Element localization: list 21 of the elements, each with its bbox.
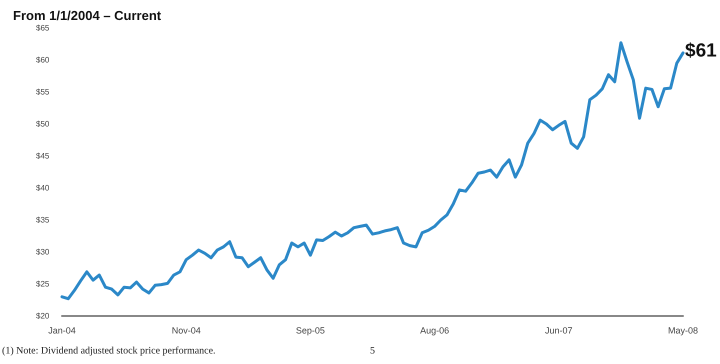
line-series bbox=[60, 41, 684, 300]
chart-title: From 1/1/2004 – Current bbox=[13, 8, 162, 23]
annotation: $61 bbox=[685, 40, 718, 62]
y-tick-label: $55 bbox=[36, 88, 50, 96]
y-tick-label: $30 bbox=[36, 248, 50, 256]
y-tick-label: $60 bbox=[36, 56, 50, 64]
y-tick-label: $35 bbox=[36, 216, 50, 224]
x-tick-label: Jun-07 bbox=[545, 326, 573, 336]
y-tick-label: $45 bbox=[36, 152, 50, 160]
y-tick-label: $20 bbox=[36, 312, 50, 320]
y-tick-label: $65 bbox=[36, 24, 50, 32]
text: 5 bbox=[370, 346, 375, 356]
y-tick-label: $40 bbox=[36, 184, 50, 192]
x-tick-label: Jan-04 bbox=[48, 326, 76, 336]
x-tick-label: Sep-05 bbox=[296, 326, 325, 336]
y-tick-label: $25 bbox=[36, 280, 50, 288]
y-tick-label: $50 bbox=[36, 120, 50, 128]
text: (1) Note: Dividend adjusted stock price performance. bbox=[2, 346, 216, 356]
x-tick-label: Nov-04 bbox=[172, 326, 201, 336]
x-tick-label: May-08 bbox=[668, 326, 698, 336]
x-tick-label: Aug-06 bbox=[420, 326, 450, 336]
